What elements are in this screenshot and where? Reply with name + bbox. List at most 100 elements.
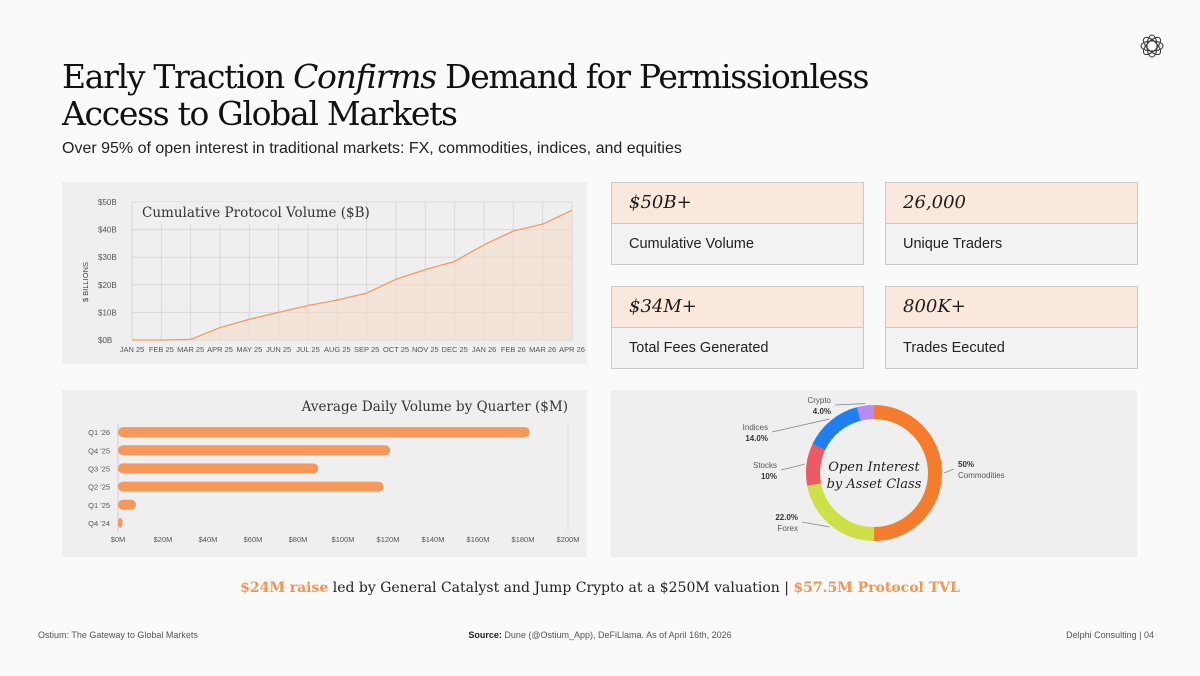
x-tick-label: $80M bbox=[289, 535, 308, 544]
bar bbox=[118, 445, 391, 456]
x-tick-label: $100M bbox=[332, 535, 355, 544]
bar bbox=[118, 517, 123, 528]
footer-left: Ostium: The Gateway to Global Markets bbox=[38, 630, 198, 640]
stat-label: Trades Eecuted bbox=[903, 340, 1005, 356]
category-label: Q4 '25 bbox=[88, 446, 110, 455]
area-fill bbox=[132, 210, 572, 340]
category-label: Q4 '24 bbox=[88, 519, 110, 528]
stat-card-trades: 800K+ Trades Eecuted bbox=[885, 286, 1138, 369]
stat-card-volume: $50B+ Cumulative Volume bbox=[611, 182, 864, 265]
slice-pct-label: 4.0% bbox=[813, 407, 831, 416]
x-tick-label: NOV 25 bbox=[412, 345, 439, 354]
donut-slice bbox=[873, 405, 942, 541]
title-backdrop bbox=[139, 202, 347, 224]
page-subtitle: Over 95% of open interest in traditional… bbox=[62, 140, 682, 157]
raise-text: led by General Catalyst and Jump Crypto … bbox=[328, 580, 794, 596]
x-tick-label: MAR 26 bbox=[529, 345, 556, 354]
source-label: Source: bbox=[468, 630, 502, 640]
title-text-end: Demand for Permissionless Access to Glob… bbox=[62, 57, 869, 133]
stat-label: Cumulative Volume bbox=[629, 236, 754, 252]
x-tick-label: SEP 25 bbox=[354, 345, 379, 354]
callout-line bbox=[943, 468, 955, 474]
x-tick-label: $40M bbox=[199, 535, 218, 544]
category-label: Q1 '26 bbox=[88, 428, 110, 437]
bar bbox=[118, 427, 530, 438]
x-tick-label: $0M bbox=[111, 535, 126, 544]
x-tick-label: JUN 25 bbox=[266, 345, 291, 354]
slice-pct-label: 14.0% bbox=[745, 434, 768, 443]
y-tick-label: $50B bbox=[98, 198, 117, 207]
title-emphasis: Confirms bbox=[293, 57, 437, 96]
slice-name-label: Indices bbox=[743, 423, 768, 432]
slice-name-label: Stocks bbox=[753, 461, 777, 470]
x-tick-label: $20M bbox=[154, 535, 173, 544]
category-label: Q3 '25 bbox=[88, 464, 110, 473]
slice-pct-label: 10% bbox=[761, 472, 777, 481]
x-tick-label: $140M bbox=[422, 535, 445, 544]
x-tick-label: APR 26 bbox=[559, 345, 585, 354]
donut-slice bbox=[812, 407, 861, 451]
stat-card-fees: $34M+ Total Fees Generated bbox=[611, 286, 864, 369]
y-tick-label: $30B bbox=[98, 253, 117, 262]
x-tick-label: MAR 25 bbox=[177, 345, 204, 354]
x-tick-label: $120M bbox=[377, 535, 400, 544]
callout-line bbox=[801, 521, 830, 528]
footer-source: Source: Dune (@Ostium_App), DeFiLlama. A… bbox=[0, 630, 1200, 640]
avg-daily-volume-chart: Average Daily Volume by Quarter ($M) Q1 '… bbox=[88, 399, 580, 544]
donut-slice bbox=[807, 482, 875, 541]
stat-label: Total Fees Generated bbox=[629, 340, 769, 356]
y-axis-label: $ BILLIONS bbox=[81, 262, 90, 302]
stat-value: $34M+ bbox=[612, 287, 863, 328]
slice-name-label: Forex bbox=[778, 524, 798, 533]
slice-pct-label: 22.0% bbox=[775, 513, 798, 522]
open-interest-panel: Open Interest by Asset Class 50% Commoditie… bbox=[611, 390, 1137, 557]
raise-banner: $24M raise led by General Catalyst and J… bbox=[0, 580, 1200, 596]
slice-name-label: Commodities bbox=[958, 471, 1005, 480]
slice-name-label: Crypto bbox=[807, 396, 831, 405]
bar bbox=[118, 463, 319, 474]
bar bbox=[118, 481, 384, 492]
cumulative-volume-panel: $0B $10B $20B $30B $40B $50B JAN 25 FEB 25 MAR 2… bbox=[62, 182, 587, 364]
stat-value: 800K+ bbox=[886, 287, 1137, 328]
source-text: Dune (@Ostium_App), DeFiLlama. As of Apr… bbox=[501, 630, 732, 640]
x-tick-label: JAN 26 bbox=[472, 345, 497, 354]
x-tick-label: AUG 25 bbox=[324, 345, 351, 354]
slice-pct-label: 50% bbox=[958, 460, 974, 469]
y-tick-label: $20B bbox=[98, 281, 117, 290]
x-tick-label: $180M bbox=[512, 535, 535, 544]
category-label: Q2 '25 bbox=[88, 483, 110, 492]
chart-title: Average Daily Volume by Quarter ($M) bbox=[301, 399, 568, 415]
x-tick-label: FEB 25 bbox=[149, 345, 174, 354]
bar bbox=[118, 499, 136, 510]
center-label: by Asset Class bbox=[827, 477, 922, 492]
page-title: Early Traction Confirms Demand for Permi… bbox=[62, 58, 962, 132]
y-tick-label: $0B bbox=[98, 336, 112, 345]
footer-right: Delphi Consulting | 04 bbox=[1066, 630, 1154, 640]
x-tick-label: APR 25 bbox=[207, 345, 233, 354]
x-tick-label: $200M bbox=[557, 535, 580, 544]
donut-slice bbox=[857, 405, 875, 421]
callout-line bbox=[834, 403, 866, 406]
title-text: Early Traction bbox=[62, 57, 294, 96]
x-tick-label: DEC 25 bbox=[442, 345, 468, 354]
open-interest-chart: Open Interest by Asset Class 50% Commoditie… bbox=[743, 396, 1005, 541]
avg-daily-volume-panel: Average Daily Volume by Quarter ($M) Q1 '… bbox=[62, 390, 587, 557]
x-tick-label: JAN 25 bbox=[120, 345, 145, 354]
callout-line bbox=[780, 463, 805, 471]
tvl-highlight: $57.5M Protocol TVL bbox=[793, 580, 960, 596]
x-tick-label: $160M bbox=[467, 535, 490, 544]
x-tick-label: JUL 25 bbox=[296, 345, 320, 354]
chart-title: Cumulative Protocol Volume ($B) bbox=[142, 205, 370, 221]
y-tick-label: $10B bbox=[98, 308, 117, 317]
stat-label: Unique Traders bbox=[903, 236, 1003, 252]
y-tick-label: $40B bbox=[98, 226, 117, 235]
x-tick-label: OCT 25 bbox=[383, 345, 409, 354]
category-label: Q1 '25 bbox=[88, 501, 110, 510]
stat-value: $50B+ bbox=[612, 183, 863, 224]
center-label: Open Interest bbox=[828, 460, 920, 475]
donut-slice bbox=[806, 444, 826, 486]
stat-card-traders: 26,000 Unique Traders bbox=[885, 182, 1138, 265]
series-line bbox=[132, 209, 573, 341]
callout-line bbox=[771, 418, 830, 433]
